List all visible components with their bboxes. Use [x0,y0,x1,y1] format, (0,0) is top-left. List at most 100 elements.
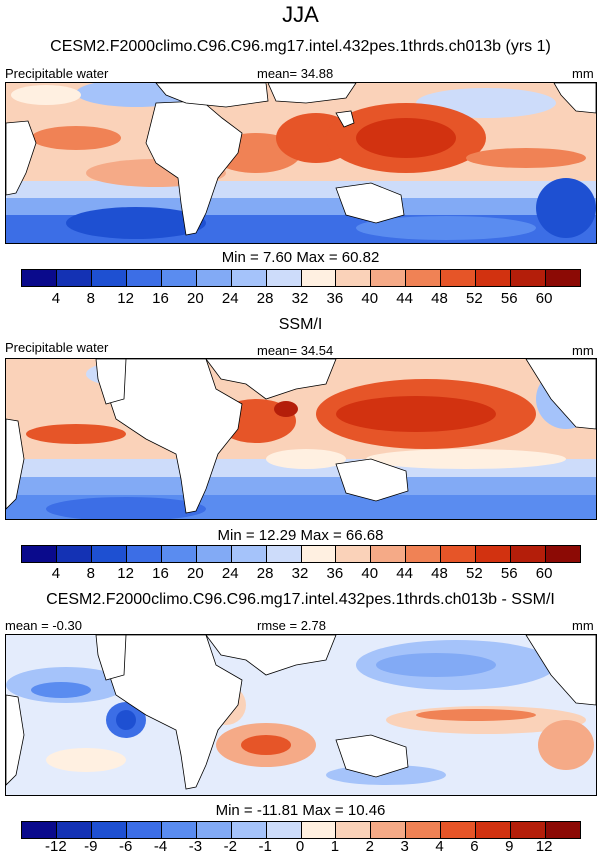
colorbar-3-swatch [406,822,442,838]
colorbar-1-swatch [161,270,197,286]
panel-3-units-label: mm [572,618,594,633]
colorbar-3-tick-label: -3 [188,838,203,855]
colorbar-3-tick-label: 3 [400,838,409,855]
colorbar-1-swatch [371,270,407,286]
colorbar-1-tick-label: 4 [51,290,61,307]
colorbar-2-tick-label: 48 [431,565,448,582]
colorbar-2-swatch [56,546,92,562]
colorbar-3-tick-label: 6 [470,838,479,855]
colorbar-3-swatch [546,822,580,838]
colorbar-2-swatch [546,546,580,562]
colorbar-1-swatch [476,270,512,286]
colorbar-1-swatch [91,270,127,286]
colorbar-1-swatch [231,270,267,286]
panel-3-map [5,634,597,796]
panel-1-map [5,82,597,244]
colorbar-2-tick-label: 24 [221,565,239,582]
panel-2-map [5,358,597,520]
colorbar-1-swatch [56,270,92,286]
colorbar-1-tick-label: 20 [187,290,204,307]
panel-3-minmax: Min = -11.81 Max = 10.46 [215,802,386,819]
figure-title: JJA [282,2,319,27]
colorbar-2-tick-label: 12 [117,565,134,582]
colorbar-2-swatch [91,546,127,562]
colorbar-2-swatch [301,546,337,562]
colorbar-2-swatch [266,546,302,562]
colorbar-1-swatch [266,270,302,286]
colorbar-2-tick-label: 28 [256,565,274,582]
colorbar-3-swatch [266,822,302,838]
colorbar-2-tick-label: 40 [361,565,379,582]
colorbar-2-swatch [371,546,407,562]
colorbar-1-tick-label: 16 [152,290,169,307]
colorbar-1-swatch [126,270,162,286]
colorbar-1-tick-label: 40 [361,290,379,307]
colorbar-2-tick-label: 60 [535,565,553,582]
colorbar-3-tick-label: 4 [435,838,444,855]
panel-1-mean-label: mean= 34.88 [257,66,334,81]
colorbar-2-swatch [511,546,547,562]
colorbar-3-tick-label: -2 [223,838,237,855]
colorbar-3-swatch [476,822,512,838]
colorbar-2-ticks: 4 8 12 16 20 24 28 32 36 40 44 48 52 56 60 [21,565,579,583]
colorbar-1-swatch [546,270,580,286]
colorbar-2-swatch [126,546,162,562]
colorbar-3-tick-label: -1 [258,838,272,855]
panel-2-mean-label: mean= 34.54 [257,343,334,358]
colorbar-1-swatch [22,270,57,286]
colorbar-1-swatch [511,270,547,286]
colorbar-3-swatch [231,822,267,838]
colorbar-1-tick-label: 8 [86,290,95,307]
colorbar-2-tick-label: 16 [152,565,169,582]
colorbar-3-swatch [301,822,337,838]
colorbar-1-tick-label: 44 [396,290,413,307]
colorbar-3-swatch [161,822,197,838]
colorbar-2-swatch [22,546,57,562]
colorbar-3-swatch [441,822,477,838]
colorbar-2-swatch [231,546,267,562]
colorbar-3-tick-label: -12 [45,838,67,855]
colorbar-1 [21,269,581,287]
colorbar-2-swatch [336,546,372,562]
colorbar-3 [21,821,581,839]
colorbar-1-swatch [441,270,477,286]
colorbar-2-swatch [406,546,442,562]
colorbar-1-tick-label: 36 [326,290,344,307]
colorbar-3-swatch [511,822,547,838]
colorbar-1-swatch [196,270,232,286]
colorbar-3-tick-label: 9 [505,838,514,855]
colorbar-3-tick-label: 2 [365,838,374,855]
panel-3-rmse-label: rmse = 2.78 [257,618,327,633]
colorbar-3-ticks: -12 -9 -6 -4 -3 -2 -1 0 1 2 3 4 6 9 12 [21,838,579,856]
colorbar-1-tick-label: 12 [117,290,134,307]
panel-2-left-label: Precipitable water [5,340,109,355]
panel-1-left-label: Precipitable water [5,66,109,81]
colorbar-1-swatch [406,270,442,286]
colorbar-1-tick-label: 56 [500,290,518,307]
colorbar-1-tick-label: 48 [431,290,448,307]
colorbar-2-tick-label: 8 [86,565,95,582]
colorbar-1-tick-label: 52 [466,290,483,307]
colorbar-2-tick-label: 56 [500,565,518,582]
colorbar-2-swatch [196,546,232,562]
colorbar-3-tick-label: 0 [295,838,305,855]
colorbar-2-tick-label: 36 [326,565,344,582]
colorbar-1-tick-label: 24 [221,290,239,307]
colorbar-2 [21,545,581,563]
panel-3-mean-label: mean = -0.30 [5,618,82,633]
colorbar-3-swatch [371,822,407,838]
colorbar-3-swatch [56,822,92,838]
colorbar-3-tick-label: -6 [118,838,133,855]
colorbar-3-tick-label: -4 [153,838,168,855]
colorbar-2-swatch [441,546,477,562]
colorbar-1-swatch [301,270,337,286]
colorbar-3-swatch [22,822,57,838]
colorbar-2-tick-label: 20 [187,565,204,582]
colorbar-2-tick-label: 32 [291,565,309,582]
colorbar-3-swatch [336,822,372,838]
colorbar-3-swatch [196,822,232,838]
panel-1-title: CESM2.F2000climo.C96.C96.mg17.intel.432p… [50,38,551,55]
panel-1-minmax: Min = 7.60 Max = 60.82 [221,249,380,266]
colorbar-3-swatch [126,822,162,838]
colorbar-2-tick-label: 52 [466,565,483,582]
